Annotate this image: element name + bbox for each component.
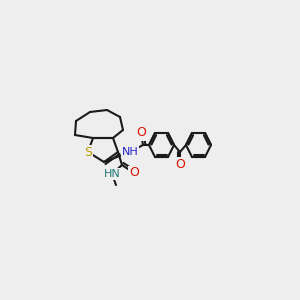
Text: O: O — [175, 158, 185, 170]
Text: O: O — [136, 127, 146, 140]
Text: S: S — [84, 146, 92, 158]
Text: O: O — [129, 167, 139, 179]
Text: HN: HN — [103, 169, 120, 179]
Text: NH: NH — [122, 147, 138, 157]
